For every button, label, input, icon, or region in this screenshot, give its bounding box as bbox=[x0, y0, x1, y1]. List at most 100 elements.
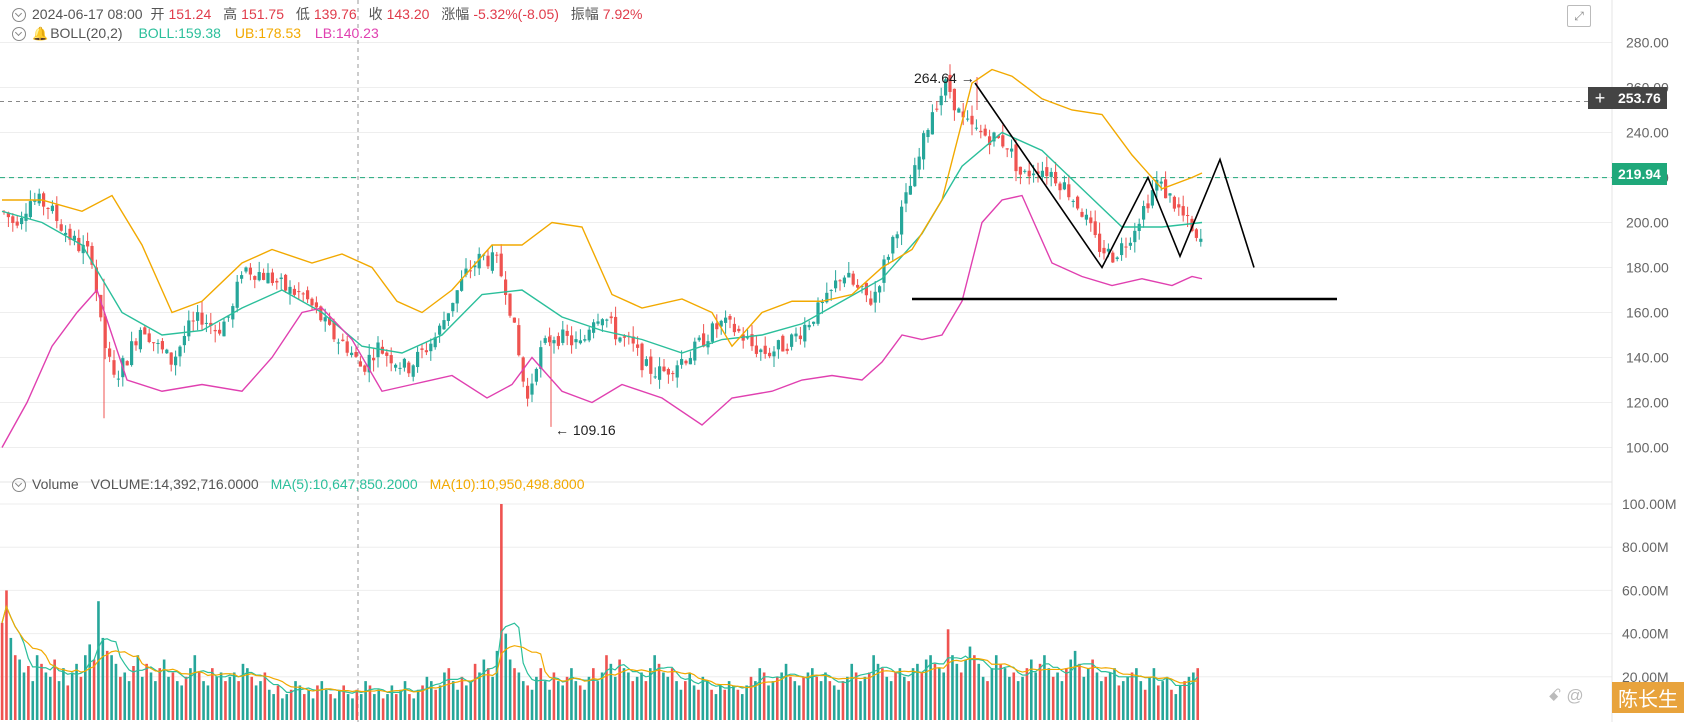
bell-icon[interactable]: 🔔 bbox=[32, 26, 49, 41]
volume-bar bbox=[701, 676, 705, 720]
volume-bar bbox=[1086, 668, 1090, 720]
volume-bar bbox=[338, 689, 341, 720]
volume-bar bbox=[154, 681, 157, 720]
candle-body bbox=[178, 346, 182, 357]
candle-body bbox=[438, 325, 442, 335]
collapse-icon[interactable] bbox=[12, 8, 26, 22]
candle-body bbox=[504, 279, 508, 295]
candle-body bbox=[961, 111, 965, 118]
high-value: 151.75 bbox=[241, 6, 284, 22]
candle-body bbox=[1146, 203, 1150, 209]
candle-body bbox=[160, 341, 164, 350]
volume-bar bbox=[451, 681, 455, 720]
candle-body bbox=[900, 206, 904, 235]
candle-body bbox=[244, 267, 248, 272]
change-label: 涨幅 bbox=[441, 6, 470, 22]
candle-body bbox=[319, 306, 323, 321]
fullscreen-icon[interactable]: ⤢ bbox=[1567, 5, 1591, 27]
candle-body bbox=[719, 320, 723, 327]
candle-body bbox=[600, 319, 604, 326]
volume-tick-label: 20.00M bbox=[1622, 669, 1669, 685]
candle-body bbox=[974, 127, 978, 129]
volume-bar bbox=[933, 663, 937, 720]
candle-body bbox=[218, 329, 222, 334]
volume-bar bbox=[101, 637, 105, 720]
volume-bar bbox=[885, 676, 889, 720]
candle-body bbox=[754, 345, 758, 354]
price-tick-label: 280.00 bbox=[1626, 35, 1669, 51]
volume-bar bbox=[202, 681, 205, 720]
candle-body bbox=[930, 112, 934, 135]
candle-body bbox=[842, 277, 846, 284]
volume-bar bbox=[394, 694, 398, 720]
volume-bar bbox=[784, 663, 788, 720]
candle-body bbox=[979, 130, 983, 133]
volume-bar bbox=[1152, 668, 1156, 720]
candle-body bbox=[1040, 170, 1044, 178]
volume-bar bbox=[175, 681, 179, 720]
volume-bar bbox=[911, 668, 915, 720]
candle-body bbox=[583, 339, 587, 341]
volume-bar bbox=[263, 672, 267, 720]
volume-bar bbox=[543, 681, 547, 720]
volume-bar bbox=[548, 689, 551, 720]
candle-body bbox=[411, 365, 415, 377]
candle-body bbox=[46, 207, 50, 209]
collapse-icon[interactable] bbox=[12, 478, 26, 492]
volume-bar bbox=[1148, 676, 1151, 720]
low-annotation: ← 109.16 bbox=[555, 422, 616, 438]
volume-bar bbox=[1047, 668, 1051, 720]
candle-body bbox=[1032, 173, 1036, 176]
volume-bar bbox=[364, 681, 367, 720]
volume-bar bbox=[399, 689, 402, 720]
candle-body bbox=[68, 228, 72, 240]
volume-bar bbox=[250, 676, 254, 720]
volume-bar bbox=[259, 681, 262, 720]
volume-bar bbox=[40, 663, 43, 720]
volume-bar bbox=[110, 655, 113, 720]
volume-bar bbox=[22, 672, 26, 720]
volume-bar bbox=[609, 663, 613, 720]
volume-bar bbox=[1121, 681, 1125, 720]
add-alert-button[interactable]: + bbox=[1588, 87, 1612, 109]
candle-body bbox=[913, 165, 917, 187]
candle-body bbox=[345, 341, 349, 353]
candle-body bbox=[548, 336, 552, 343]
volume-bar bbox=[289, 689, 293, 720]
candle-body bbox=[570, 335, 574, 346]
volume-bar bbox=[1073, 650, 1077, 720]
boll-ub-series bbox=[2, 68, 1203, 348]
candle-body bbox=[1102, 247, 1106, 254]
volume-bar bbox=[828, 681, 832, 720]
candle-body bbox=[724, 317, 728, 323]
candle-body bbox=[675, 365, 679, 378]
watermark-prefix: @ bbox=[1566, 686, 1584, 705]
candle-body bbox=[1115, 257, 1119, 260]
candle-body bbox=[1045, 167, 1049, 177]
volume-bar bbox=[1196, 668, 1200, 720]
candle-body bbox=[204, 322, 208, 324]
volume-bar bbox=[508, 659, 512, 720]
candle-body bbox=[829, 289, 833, 291]
watermark-name: 陈长生 bbox=[1612, 682, 1684, 713]
volume-bar bbox=[438, 685, 442, 720]
candle-body bbox=[372, 357, 376, 361]
volume-bar bbox=[460, 676, 464, 720]
candle-body bbox=[420, 348, 424, 350]
volume-bar bbox=[408, 694, 411, 720]
open-label: 开 bbox=[150, 6, 165, 22]
user-drawings[interactable] bbox=[912, 82, 1337, 301]
volume-bar bbox=[211, 668, 214, 720]
candle-body bbox=[552, 340, 556, 344]
volume-bar bbox=[815, 676, 818, 720]
candle-body bbox=[385, 352, 389, 356]
candle-body bbox=[512, 317, 516, 323]
price-tick-label: 200.00 bbox=[1626, 215, 1669, 231]
volume-bar bbox=[863, 676, 867, 720]
volume-bar bbox=[819, 681, 823, 720]
candle-body bbox=[904, 192, 908, 204]
volume-bar bbox=[859, 681, 862, 720]
collapse-icon[interactable] bbox=[12, 27, 26, 41]
volume-bar bbox=[662, 672, 665, 720]
